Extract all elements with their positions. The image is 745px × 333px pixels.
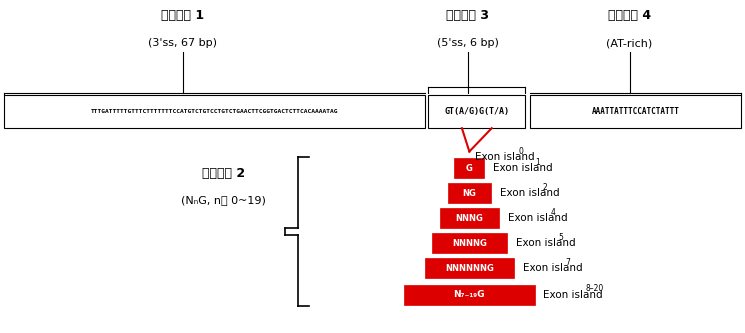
Text: 8–20: 8–20 — [586, 284, 604, 293]
FancyBboxPatch shape — [428, 95, 525, 128]
Text: TTTGATTTTTGTTTCTTTTTTTCCATGTCTGTCCTGTCTGAACTTCGGTGACTCTTCACAAAATAG: TTTGATTTTTGTTTCTTTTTTTCCATGTCTGTCCTGTCTG… — [90, 109, 338, 114]
FancyBboxPatch shape — [4, 95, 425, 128]
Text: NNNNG: NNNNG — [452, 238, 486, 248]
Text: NNNNNNG: NNNNNNG — [445, 263, 494, 273]
Text: N₇₋₁₉G: N₇₋₁₉G — [454, 290, 485, 299]
Text: GT(A/G)G(T/A): GT(A/G)G(T/A) — [444, 107, 510, 116]
FancyBboxPatch shape — [440, 208, 499, 228]
Text: 5: 5 — [558, 232, 563, 242]
Text: Exon island: Exon island — [544, 290, 603, 300]
Text: Exon island: Exon island — [508, 213, 568, 223]
Text: (NₙG, n은 0~19): (NₙG, n은 0~19) — [181, 195, 266, 205]
Text: Exon island: Exon island — [516, 238, 575, 248]
Text: Exon island: Exon island — [523, 263, 583, 273]
Text: 서열번호 4: 서열번호 4 — [608, 9, 651, 22]
Text: NG: NG — [463, 188, 476, 198]
Text: Exon island: Exon island — [493, 163, 553, 173]
Text: 1: 1 — [536, 158, 540, 167]
Text: 7: 7 — [565, 257, 571, 267]
Text: NNNG: NNNG — [455, 213, 484, 223]
Text: 4: 4 — [551, 207, 556, 217]
FancyBboxPatch shape — [425, 258, 514, 278]
Text: 서열번호 2: 서열번호 2 — [202, 166, 245, 180]
FancyBboxPatch shape — [454, 158, 484, 178]
Text: 서열번호 3: 서열번호 3 — [446, 9, 489, 22]
Text: AAATTATTTCCATCTATTT: AAATTATTTCCATCTATTT — [592, 107, 679, 116]
Text: 2: 2 — [542, 182, 547, 192]
Text: G: G — [466, 164, 473, 173]
Text: Exon island: Exon island — [500, 188, 559, 198]
FancyBboxPatch shape — [404, 285, 535, 305]
FancyBboxPatch shape — [432, 233, 507, 253]
Text: 서열번호 1: 서열번호 1 — [161, 9, 204, 22]
Text: (AT-rich): (AT-rich) — [606, 38, 653, 48]
Text: 0: 0 — [519, 147, 524, 156]
FancyBboxPatch shape — [530, 95, 741, 128]
Text: Exon island: Exon island — [475, 152, 535, 162]
Text: (5'ss, 6 bp): (5'ss, 6 bp) — [437, 38, 499, 48]
Text: (3'ss, 67 bp): (3'ss, 67 bp) — [148, 38, 217, 48]
FancyBboxPatch shape — [448, 183, 491, 203]
